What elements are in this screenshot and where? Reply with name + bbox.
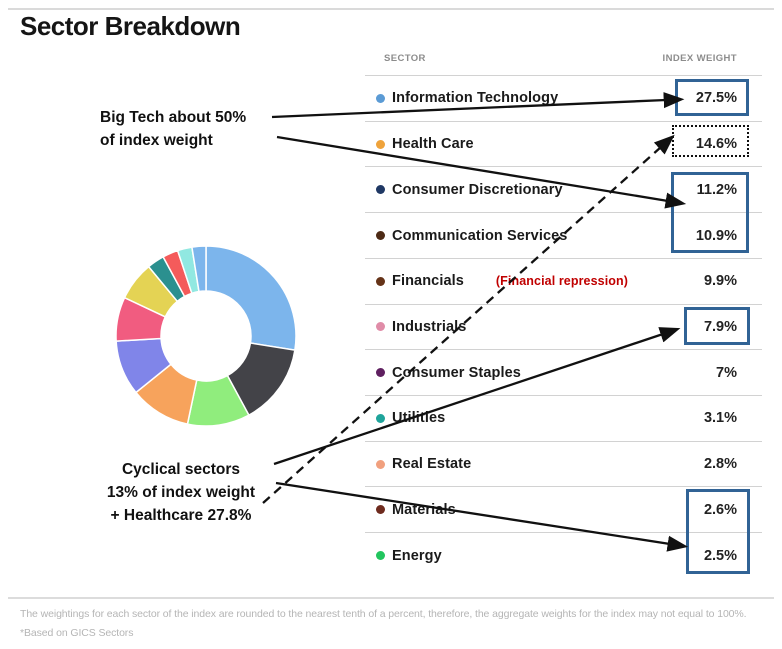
index-weight-value: 3.1%: [703, 410, 737, 427]
sector-dot-icon: [376, 505, 385, 515]
index-weight-value: 2.6%: [703, 501, 737, 518]
sector-name: Communication Services: [392, 227, 568, 244]
index-weight-value: 9.9%: [703, 273, 737, 290]
weight-highlight-box: [672, 125, 749, 157]
index-weight-value: 2.5%: [703, 547, 737, 564]
sector-name: Information Technology: [392, 90, 559, 107]
sector-dot-icon: [376, 139, 385, 149]
annotation-cyclical-sectors: Cyclical sectors 13% of index weight + H…: [96, 456, 266, 529]
annotation-line: Big Tech about 50%: [100, 109, 247, 126]
sector-name: Consumer Staples: [392, 364, 521, 381]
sector-dot-icon: [376, 459, 385, 469]
top-divider: [8, 8, 774, 10]
sector-name: Industrials: [392, 318, 467, 335]
weight-highlight-box: [671, 172, 749, 253]
annotation-line: + Healthcare 27.8%: [110, 507, 252, 524]
index-weight-value: 7%: [716, 364, 737, 381]
index-weight-value: 11.2%: [696, 181, 737, 198]
column-header-index-weight: INDEX WEIGHT: [662, 53, 737, 64]
weight-highlight-box: [686, 489, 750, 574]
footer-divider: [8, 597, 774, 599]
sector-dot-icon: [376, 322, 385, 332]
sector-dot-icon: [376, 413, 385, 423]
annotation-line: Cyclical sectors: [121, 461, 241, 478]
index-weight-value: 14.6%: [695, 136, 737, 153]
sector-name: Materials: [392, 501, 456, 518]
table-row[interactable]: Consumer Staples 7%: [365, 349, 762, 395]
sector-name: Utilities: [392, 410, 446, 427]
annotation-line: 13% of index weight: [106, 484, 256, 501]
table-row[interactable]: Real Estate 2.8%: [365, 440, 762, 487]
donut-slice-energy[interactable]: [191, 245, 207, 293]
footnote-weightings: The weightings for each sector of the in…: [20, 608, 747, 620]
column-header-sector: SECTOR: [384, 53, 426, 64]
index-weight-value: 10.9%: [695, 227, 737, 244]
sector-dot-icon: [376, 231, 385, 241]
sector-name: Health Care: [392, 136, 474, 153]
sector-name: Financials: [392, 273, 464, 290]
sector-dot-icon: [376, 185, 385, 195]
footnote-gics: *Based on GICS Sectors: [20, 627, 134, 639]
sector-dot-icon: [376, 551, 385, 561]
sector-name: Consumer Discretionary: [392, 181, 563, 198]
table-header: SECTOR INDEX WEIGHT: [365, 45, 762, 75]
sector-dot-icon: [376, 276, 385, 286]
annotation-line: of index weight: [100, 132, 213, 149]
sector-dot-icon: [376, 368, 385, 378]
index-weight-value: 7.9%: [703, 318, 737, 335]
index-weight-value: 2.8%: [703, 456, 737, 473]
sector-name: Energy: [392, 547, 442, 564]
table-row[interactable]: Financials (Financial repression) 9.9%: [365, 257, 762, 304]
sector-dot-icon: [376, 93, 385, 103]
weight-highlight-box: [675, 79, 749, 116]
weight-highlight-box: [684, 307, 750, 345]
index-weight-value: 27.5%: [695, 90, 737, 107]
table-row[interactable]: Utilities 3.1%: [365, 395, 762, 441]
sector-donut-chart[interactable]: [115, 245, 297, 427]
sector-note: (Financial repression): [495, 274, 629, 289]
donut-slice-information-technology[interactable]: [205, 245, 297, 351]
sector-name: Real Estate: [392, 456, 472, 473]
page-title: Sector Breakdown: [20, 11, 241, 41]
annotation-big-tech: Big Tech about 50% of index weight: [100, 104, 265, 154]
